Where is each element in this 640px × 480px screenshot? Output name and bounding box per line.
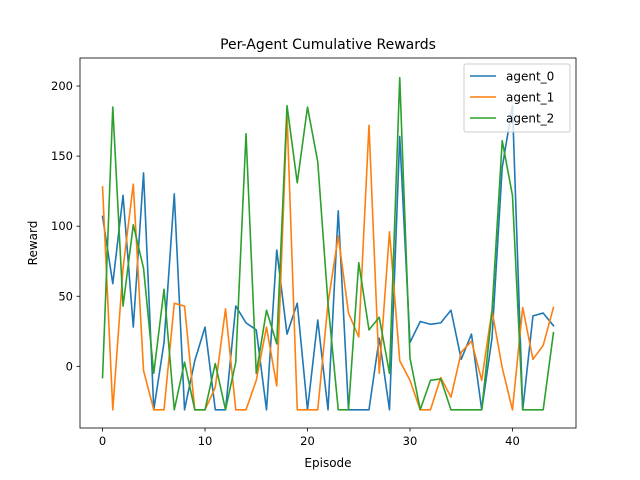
x-axis-ticks: 0 10 20 30 40 bbox=[99, 428, 520, 448]
series-layer bbox=[101, 76, 555, 411]
legend-label-agent-2: agent_2 bbox=[506, 112, 554, 126]
series-line-agent-2 bbox=[101, 76, 555, 411]
plot-frame bbox=[79, 57, 577, 429]
x-tick-label: 40 bbox=[505, 434, 520, 448]
x-tick-label: 30 bbox=[403, 434, 418, 448]
series-line-agent-0 bbox=[101, 104, 555, 411]
y-tick-label: 150 bbox=[51, 149, 73, 163]
y-tick-label: 100 bbox=[51, 219, 73, 233]
legend-box bbox=[463, 63, 571, 133]
x-tick-label: 20 bbox=[300, 434, 315, 448]
legend: agent_0 agent_1 agent_2 bbox=[463, 63, 571, 133]
x-tick-label: 0 bbox=[99, 434, 106, 448]
legend-label-agent-1: agent_1 bbox=[506, 91, 554, 105]
x-tick-label: 10 bbox=[198, 434, 213, 448]
y-axis-ticks: 0 50 100 150 200 bbox=[51, 79, 80, 373]
y-tick-label: 200 bbox=[51, 79, 73, 93]
y-tick-label: 0 bbox=[66, 359, 73, 373]
legend-label-agent-0: agent_0 bbox=[506, 70, 554, 84]
y-tick-label: 50 bbox=[58, 289, 73, 303]
x-axis-label: Episode bbox=[304, 456, 351, 470]
chart-title: Per-Agent Cumulative Rewards bbox=[220, 37, 436, 53]
y-axis-label: Reward bbox=[26, 221, 40, 266]
